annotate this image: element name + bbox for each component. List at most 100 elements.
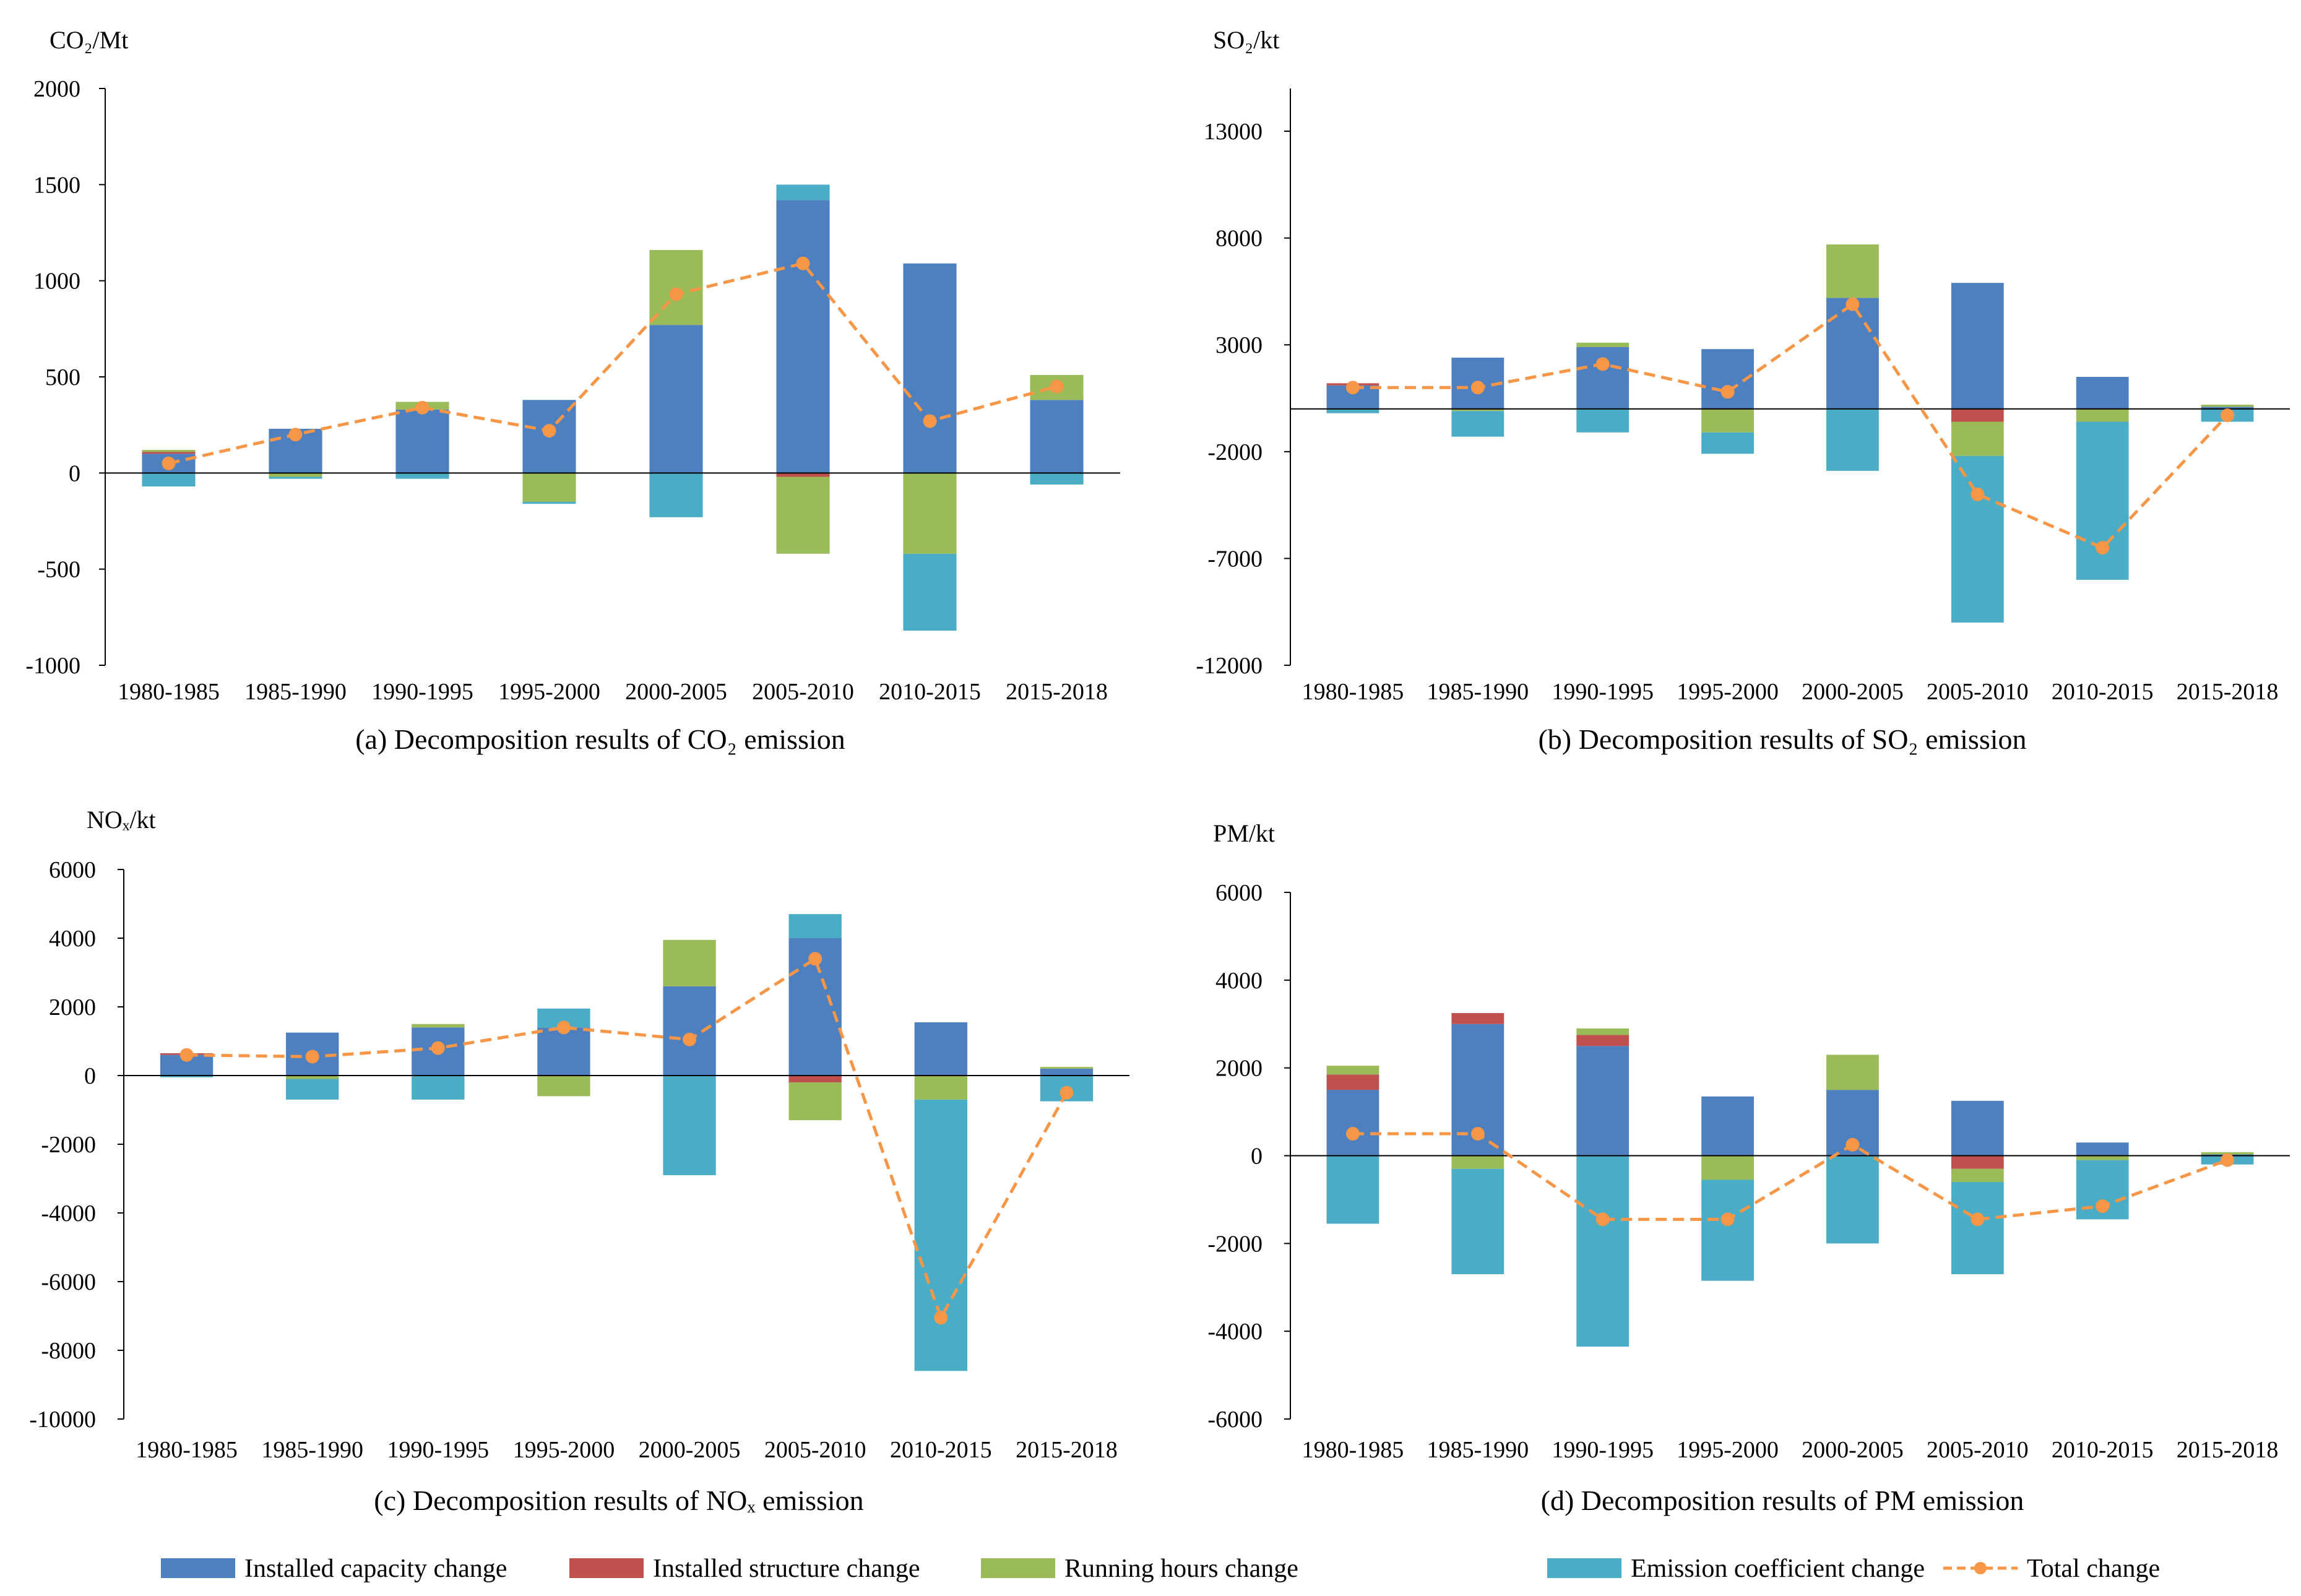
legend-marker xyxy=(1974,1562,1987,1574)
bar-installed-structure xyxy=(1951,408,2004,422)
y-tick-label: 6000 xyxy=(1215,880,1263,906)
y-axis-label: PM/kt xyxy=(1213,819,1275,847)
x-tick-label: 1985-1990 xyxy=(261,1437,363,1463)
legend-label: Total change xyxy=(2027,1555,2160,1583)
y-tick-label: -12000 xyxy=(1196,653,1263,679)
x-tick-label: 2015-2018 xyxy=(2177,679,2279,705)
x-tick-label: 1990-1995 xyxy=(1552,679,1654,705)
y-tick-label: -2000 xyxy=(1207,1231,1263,1257)
y-tick-label: -4000 xyxy=(1207,1319,1263,1345)
y-tick-label: 1500 xyxy=(33,172,80,198)
bar-running-hours xyxy=(537,1076,590,1097)
bar-running-hours xyxy=(412,1024,465,1028)
bar-installed-capacity xyxy=(1326,1090,1379,1156)
bar-installed-capacity xyxy=(1951,283,2004,409)
legend-label: Installed capacity change xyxy=(244,1555,507,1583)
bar-emission-coefficient xyxy=(1826,408,1879,471)
total-change-marker xyxy=(1060,1085,1074,1100)
y-tick-label: 2000 xyxy=(49,994,96,1020)
bar-installed-structure xyxy=(1951,1155,2004,1169)
bar-running-hours xyxy=(788,1082,842,1121)
bar-installed-capacity xyxy=(776,200,830,473)
bar-running-hours xyxy=(914,1076,967,1100)
bar-emission-coefficient xyxy=(269,477,322,479)
bar-emission-coefficient xyxy=(1451,1168,1504,1274)
x-tick-label: 1995-2000 xyxy=(513,1437,615,1463)
x-tick-label: 1995-2000 xyxy=(498,679,600,705)
bar-emission-coefficient xyxy=(1326,1155,1379,1224)
y-tick-label: 8000 xyxy=(1215,226,1263,252)
bar-running-hours xyxy=(663,939,716,986)
bar-running-hours xyxy=(1576,342,1630,347)
total-change-marker xyxy=(2096,1199,2110,1214)
bar-emission-coefficient xyxy=(649,473,703,517)
total-change-marker xyxy=(288,428,303,442)
chart-1: 2000 1500 1000 500 0 -500 -1000 CO₂/Mt 1980-1985… xyxy=(25,26,1120,755)
x-tick-label: 1985-1990 xyxy=(1427,1437,1529,1463)
total-change-marker xyxy=(2221,408,2235,423)
total-change-marker xyxy=(1971,1212,1985,1227)
total-change-marker xyxy=(1345,1127,1360,1141)
legend-label: Emission coefficient change xyxy=(1631,1555,1925,1583)
bar-running-hours xyxy=(269,473,322,477)
chart-title: (d) Decomposition results of PM emission xyxy=(1541,1485,2024,1516)
x-tick-label: 2005-2010 xyxy=(764,1437,866,1463)
total-change-marker xyxy=(683,1032,697,1046)
total-change-marker xyxy=(934,1311,948,1325)
total-change-marker xyxy=(2096,541,2110,555)
y-tick-label: 6000 xyxy=(49,857,96,883)
total-change-marker xyxy=(669,287,683,301)
bar-running-hours xyxy=(1451,408,1504,412)
total-change-marker xyxy=(2221,1153,2235,1167)
total-change-marker xyxy=(1846,297,1860,311)
bar-emission-coefficient xyxy=(286,1079,339,1100)
bar-running-hours xyxy=(1826,1055,1879,1090)
total-change-marker xyxy=(1720,1212,1735,1227)
bar-emission-coefficient xyxy=(1576,1155,1630,1347)
x-tick-label: 1990-1995 xyxy=(1552,1437,1654,1463)
x-tick-label: 1980-1985 xyxy=(1302,1437,1404,1463)
legend-swatch xyxy=(981,1558,1055,1578)
total-change-marker xyxy=(162,456,176,470)
total-change-line xyxy=(168,261,1058,465)
y-tick-label: -2000 xyxy=(1207,439,1263,465)
bar-emission-coefficient xyxy=(2076,421,2129,580)
x-tick-label: 2000-2005 xyxy=(639,1437,741,1463)
bar-emission-coefficient xyxy=(1576,408,1630,433)
total-change-marker xyxy=(542,423,556,438)
total-change-marker xyxy=(431,1041,445,1055)
total-change-marker xyxy=(1345,381,1360,395)
legend-label: Running hours change xyxy=(1064,1555,1298,1583)
legend-item-total: Total change xyxy=(1943,1555,2160,1583)
x-tick-label: 1995-2000 xyxy=(1677,1437,1779,1463)
bar-emission-coefficient xyxy=(522,501,576,504)
bar-emission-coefficient xyxy=(1701,1180,1754,1281)
total-change-marker xyxy=(923,414,937,428)
y-tick-label: -10000 xyxy=(29,1407,96,1433)
bar-running-hours xyxy=(903,473,957,554)
x-tick-label: 2010-2015 xyxy=(2052,1437,2154,1463)
bar-installed-structure xyxy=(1451,1013,1504,1024)
y-tick-label: 2000 xyxy=(33,76,80,102)
bar-emission-coefficient xyxy=(160,1076,214,1077)
total-change-marker xyxy=(808,952,822,966)
y-tick-label: 4000 xyxy=(49,926,96,952)
y-tick-label: -1000 xyxy=(25,653,80,679)
y-tick-label: 3000 xyxy=(1215,332,1263,358)
x-tick-label: 1990-1995 xyxy=(387,1437,489,1463)
bar-installed-capacity xyxy=(1040,1068,1094,1076)
y-tick-label: -6000 xyxy=(1207,1407,1263,1433)
bar-running-hours xyxy=(142,450,196,452)
bar-emission-coefficient xyxy=(1951,455,2004,623)
bar-emission-coefficient xyxy=(914,1099,967,1371)
y-tick-label: 0 xyxy=(84,1063,96,1089)
y-tick-label: 2000 xyxy=(1215,1056,1263,1082)
x-tick-label: 2000-2005 xyxy=(625,679,727,705)
x-tick-label: 1980-1985 xyxy=(118,679,220,705)
chart-title: (a) Decomposition results of CO₂ emissio… xyxy=(355,723,845,755)
y-axis-label: CO₂/Mt xyxy=(50,26,128,54)
x-tick-label: 2005-2010 xyxy=(1927,1437,2029,1463)
bar-emission-coefficient xyxy=(1951,1182,2004,1274)
x-tick-label: 2005-2010 xyxy=(1927,679,2029,705)
bar-installed-capacity xyxy=(2076,1142,2129,1156)
